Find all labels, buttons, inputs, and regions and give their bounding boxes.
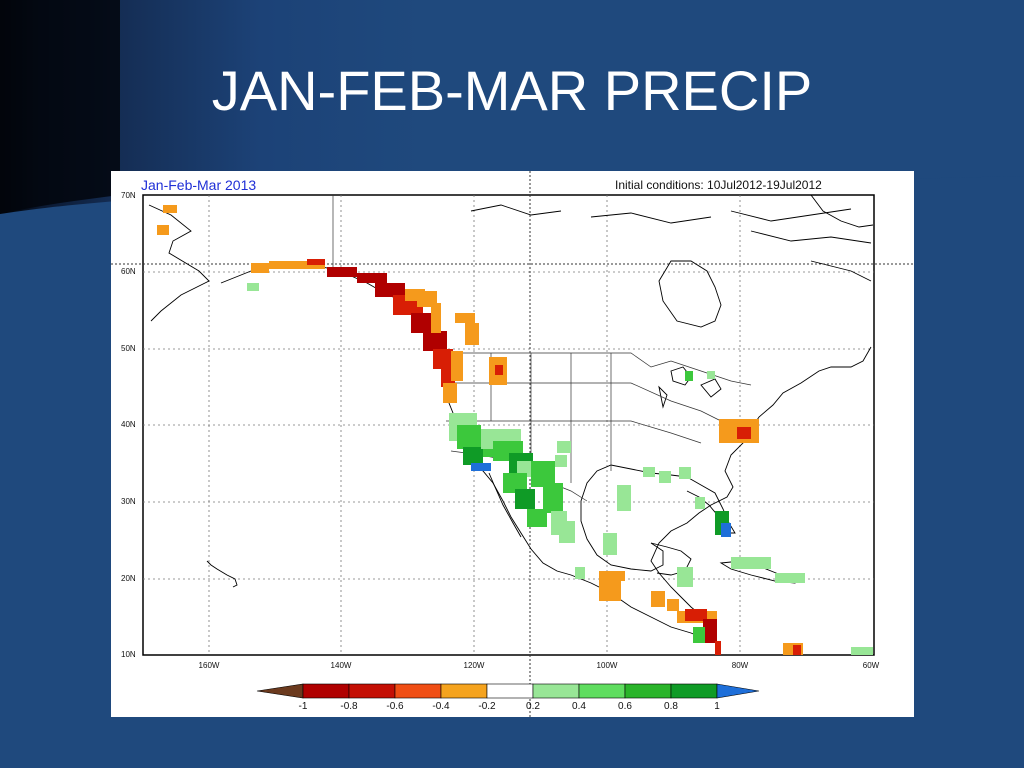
lat-label-70n: 70N [121, 191, 136, 200]
lat-label-60n: 60N [121, 267, 136, 276]
colorbar-label: -0.2 [478, 701, 496, 712]
initial-conditions-label: Initial conditions: 10Jul2012-19Jul2012 [615, 178, 822, 192]
precip-map-figure: Jan-Feb-Mar 2013 Initial conditions: 10J… [111, 171, 914, 717]
colorbar-label: 1 [714, 701, 720, 712]
colorbar-label: 0.2 [526, 701, 540, 712]
colorbar-label: -0.4 [432, 701, 450, 712]
colorbar-label: 0.6 [618, 701, 632, 712]
lat-label-50n: 50N [121, 344, 136, 353]
lon-label-120w: 120W [463, 661, 485, 670]
colorbar-label: -1 [298, 701, 308, 712]
lat-label-30n: 30N [121, 497, 136, 506]
lon-label-80w: 80W [731, 661, 749, 670]
precip-anomaly-cells [157, 205, 873, 655]
lat-label-40n: 40N [121, 420, 136, 429]
lon-label-100w: 100W [596, 661, 618, 670]
colorbar-label: 0.8 [664, 701, 678, 712]
slide-title: JAN-FEB-MAR PRECIP [211, 59, 813, 122]
lat-label-10n: 10N [121, 650, 136, 659]
colorbar-label: -0.6 [386, 701, 404, 712]
colorbar-label: -0.8 [340, 701, 358, 712]
colorbar [256, 683, 760, 699]
colorbar-label: 0.4 [572, 701, 586, 712]
lon-label-160w: 160W [198, 661, 220, 670]
lon-label-60w: 60W [862, 661, 880, 670]
precip-map-svg [111, 171, 914, 717]
map-title: Jan-Feb-Mar 2013 [141, 177, 257, 193]
map-gridlines [143, 195, 874, 655]
lat-label-20n: 20N [121, 574, 136, 583]
coastlines [148, 194, 874, 642]
lon-label-140w: 140W [330, 661, 352, 670]
